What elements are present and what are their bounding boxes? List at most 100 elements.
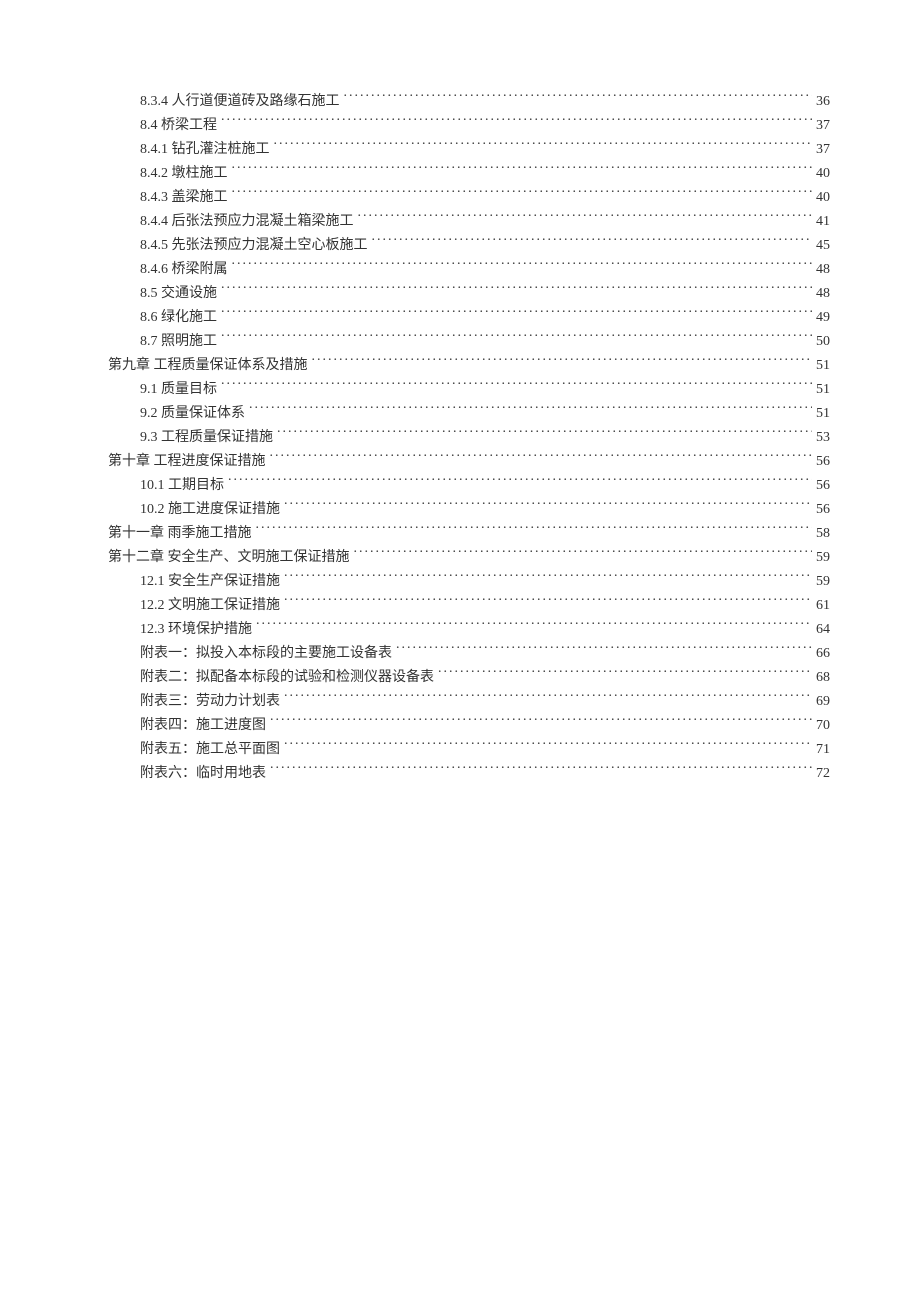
toc-leader-dots (284, 595, 812, 609)
toc-entry-label: 附表六：临时用地表 (140, 762, 266, 786)
toc-entry-page: 56 (816, 498, 830, 522)
toc-container: 8.3.4 人行道便道砖及路缘石施工368.4 桥梁工程378.4.1 钻孔灌注… (90, 90, 830, 786)
toc-entry: 10.1 工期目标56 (90, 474, 830, 498)
toc-entry: 第十二章 安全生产、文明施工保证措施59 (90, 546, 830, 570)
toc-entry: 附表一：拟投入本标段的主要施工设备表 66 (90, 642, 830, 666)
toc-entry: 12.3 环境保护措施 64 (90, 618, 830, 642)
toc-entry-page: 40 (816, 162, 830, 186)
toc-entry-label: 9.3 工程质量保证措施 (140, 426, 273, 450)
toc-entry: 8.6 绿化施工49 (90, 306, 830, 330)
toc-entry-page: 69 (816, 690, 830, 714)
toc-entry-label: 附表二：拟配备本标段的试验和检测仪器设备表 (140, 666, 434, 690)
toc-entry-label: 8.4.3 盖梁施工 (140, 186, 228, 210)
toc-entry-label: 12.2 文明施工保证措施 (140, 594, 280, 618)
toc-entry-label: 8.4 桥梁工程 (140, 114, 217, 138)
toc-leader-dots (284, 499, 812, 513)
toc-entry-label: 第九章 工程质量保证体系及措施 (108, 354, 308, 378)
toc-entry-label: 附表五：施工总平面图 (140, 738, 280, 762)
toc-entry-page: 61 (816, 594, 830, 618)
toc-leader-dots (354, 547, 813, 561)
toc-entry: 9.2 质量保证体系 51 (90, 402, 830, 426)
toc-entry-label: 8.4.5 先张法预应力混凝土空心板施工 (140, 234, 368, 258)
toc-leader-dots (221, 115, 812, 129)
toc-entry-page: 53 (816, 426, 830, 450)
toc-leader-dots (396, 643, 812, 657)
toc-entry-page: 41 (816, 210, 830, 234)
toc-leader-dots (270, 763, 812, 777)
toc-entry-label: 8.4.2 墩柱施工 (140, 162, 228, 186)
toc-entry-label: 8.7 照明施工 (140, 330, 217, 354)
toc-entry-page: 70 (816, 714, 830, 738)
toc-leader-dots (249, 403, 812, 417)
toc-entry: 8.4.5 先张法预应力混凝土空心板施工 45 (90, 234, 830, 258)
toc-entry: 9.1 质量目标51 (90, 378, 830, 402)
toc-leader-dots (274, 139, 813, 153)
toc-leader-dots (344, 91, 813, 105)
toc-entry: 8.4.1 钻孔灌注桩施工 37 (90, 138, 830, 162)
toc-entry-page: 58 (816, 522, 830, 546)
toc-entry: 8.4.2 墩柱施工 40 (90, 162, 830, 186)
toc-entry-page: 59 (816, 570, 830, 594)
toc-entry: 附表六：临时用地表 72 (90, 762, 830, 786)
toc-entry-label: 8.4.4 后张法预应力混凝土箱梁施工 (140, 210, 354, 234)
toc-entry: 第十章 工程进度保证措施56 (90, 450, 830, 474)
toc-leader-dots (256, 619, 812, 633)
toc-entry: 9.3 工程质量保证措施 53 (90, 426, 830, 450)
toc-entry-label: 8.4.1 钻孔灌注桩施工 (140, 138, 270, 162)
toc-leader-dots (228, 475, 812, 489)
toc-entry-label: 附表一：拟投入本标段的主要施工设备表 (140, 642, 392, 666)
toc-entry-page: 51 (816, 378, 830, 402)
toc-entry: 10.2 施工进度保证措施 56 (90, 498, 830, 522)
toc-entry-page: 51 (816, 354, 830, 378)
toc-entry-page: 37 (816, 114, 830, 138)
toc-entry: 12.1 安全生产保证措施 59 (90, 570, 830, 594)
toc-entry-label: 8.5 交通设施 (140, 282, 217, 306)
toc-entry-label: 8.3.4 人行道便道砖及路缘石施工 (140, 90, 340, 114)
toc-leader-dots (312, 355, 813, 369)
toc-entry: 12.2 文明施工保证措施 61 (90, 594, 830, 618)
toc-entry-label: 12.3 环境保护措施 (140, 618, 252, 642)
toc-entry: 附表四：施工进度图 70 (90, 714, 830, 738)
toc-entry-page: 48 (816, 258, 830, 282)
toc-entry-page: 59 (816, 546, 830, 570)
toc-entry: 8.4.3 盖梁施工 40 (90, 186, 830, 210)
toc-entry: 附表三：劳动力计划表69 (90, 690, 830, 714)
toc-entry-page: 72 (816, 762, 830, 786)
toc-entry: 第九章 工程质量保证体系及措施 51 (90, 354, 830, 378)
toc-entry: 8.7 照明施工50 (90, 330, 830, 354)
toc-entry-label: 第十一章 雨季施工措施 (108, 522, 252, 546)
toc-leader-dots (221, 307, 812, 321)
toc-entry: 附表五：施工总平面图 71 (90, 738, 830, 762)
toc-entry: 8.3.4 人行道便道砖及路缘石施工36 (90, 90, 830, 114)
toc-entry: 8.5 交通设施 48 (90, 282, 830, 306)
toc-entry: 第十一章 雨季施工措施 58 (90, 522, 830, 546)
toc-leader-dots (358, 211, 813, 225)
toc-entry-page: 37 (816, 138, 830, 162)
toc-entry-label: 12.1 安全生产保证措施 (140, 570, 280, 594)
toc-leader-dots (221, 379, 812, 393)
toc-entry-page: 40 (816, 186, 830, 210)
toc-entry-label: 第十章 工程进度保证措施 (108, 450, 266, 474)
toc-entry-label: 8.4.6 桥梁附属 (140, 258, 228, 282)
toc-leader-dots (372, 235, 813, 249)
toc-entry-page: 68 (816, 666, 830, 690)
toc-leader-dots (284, 691, 812, 705)
toc-entry-page: 48 (816, 282, 830, 306)
toc-leader-dots (284, 571, 812, 585)
toc-entry-page: 71 (816, 738, 830, 762)
toc-leader-dots (232, 187, 813, 201)
toc-entry-page: 45 (816, 234, 830, 258)
toc-leader-dots (270, 715, 812, 729)
toc-leader-dots (232, 259, 813, 273)
toc-leader-dots (284, 739, 812, 753)
toc-leader-dots (256, 523, 813, 537)
toc-entry-page: 51 (816, 402, 830, 426)
toc-entry-page: 64 (816, 618, 830, 642)
toc-entry-label: 10.1 工期目标 (140, 474, 224, 498)
toc-entry-page: 49 (816, 306, 830, 330)
toc-entry-label: 10.2 施工进度保证措施 (140, 498, 280, 522)
toc-entry-label: 9.2 质量保证体系 (140, 402, 245, 426)
toc-leader-dots (277, 427, 812, 441)
toc-entry-label: 附表四：施工进度图 (140, 714, 266, 738)
toc-entry-page: 66 (816, 642, 830, 666)
